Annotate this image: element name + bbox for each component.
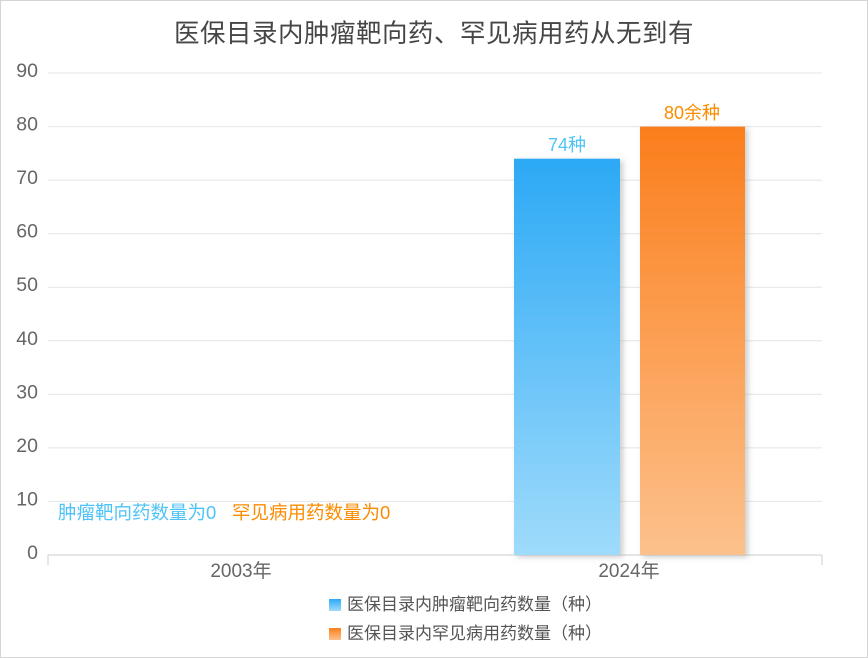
svg-text:20: 20 xyxy=(16,435,38,457)
svg-text:2003年: 2003年 xyxy=(210,560,271,582)
svg-text:50: 50 xyxy=(16,274,38,296)
svg-text:90: 90 xyxy=(16,60,38,82)
svg-text:70: 70 xyxy=(16,167,38,189)
svg-text:40: 40 xyxy=(16,328,38,350)
svg-text:80: 80 xyxy=(16,114,38,136)
svg-text:80余种: 80余种 xyxy=(664,103,720,123)
svg-text:肿瘤靶向药数量为0: 肿瘤靶向药数量为0 xyxy=(58,502,216,523)
svg-text:74种: 74种 xyxy=(548,135,586,155)
svg-text:60: 60 xyxy=(16,221,38,243)
svg-text:30: 30 xyxy=(16,381,38,403)
svg-text:10: 10 xyxy=(16,488,38,510)
svg-text:0: 0 xyxy=(27,542,38,564)
svg-text:2024年: 2024年 xyxy=(598,560,659,582)
svg-text:罕见病用药数量为0: 罕见病用药数量为0 xyxy=(232,502,390,523)
